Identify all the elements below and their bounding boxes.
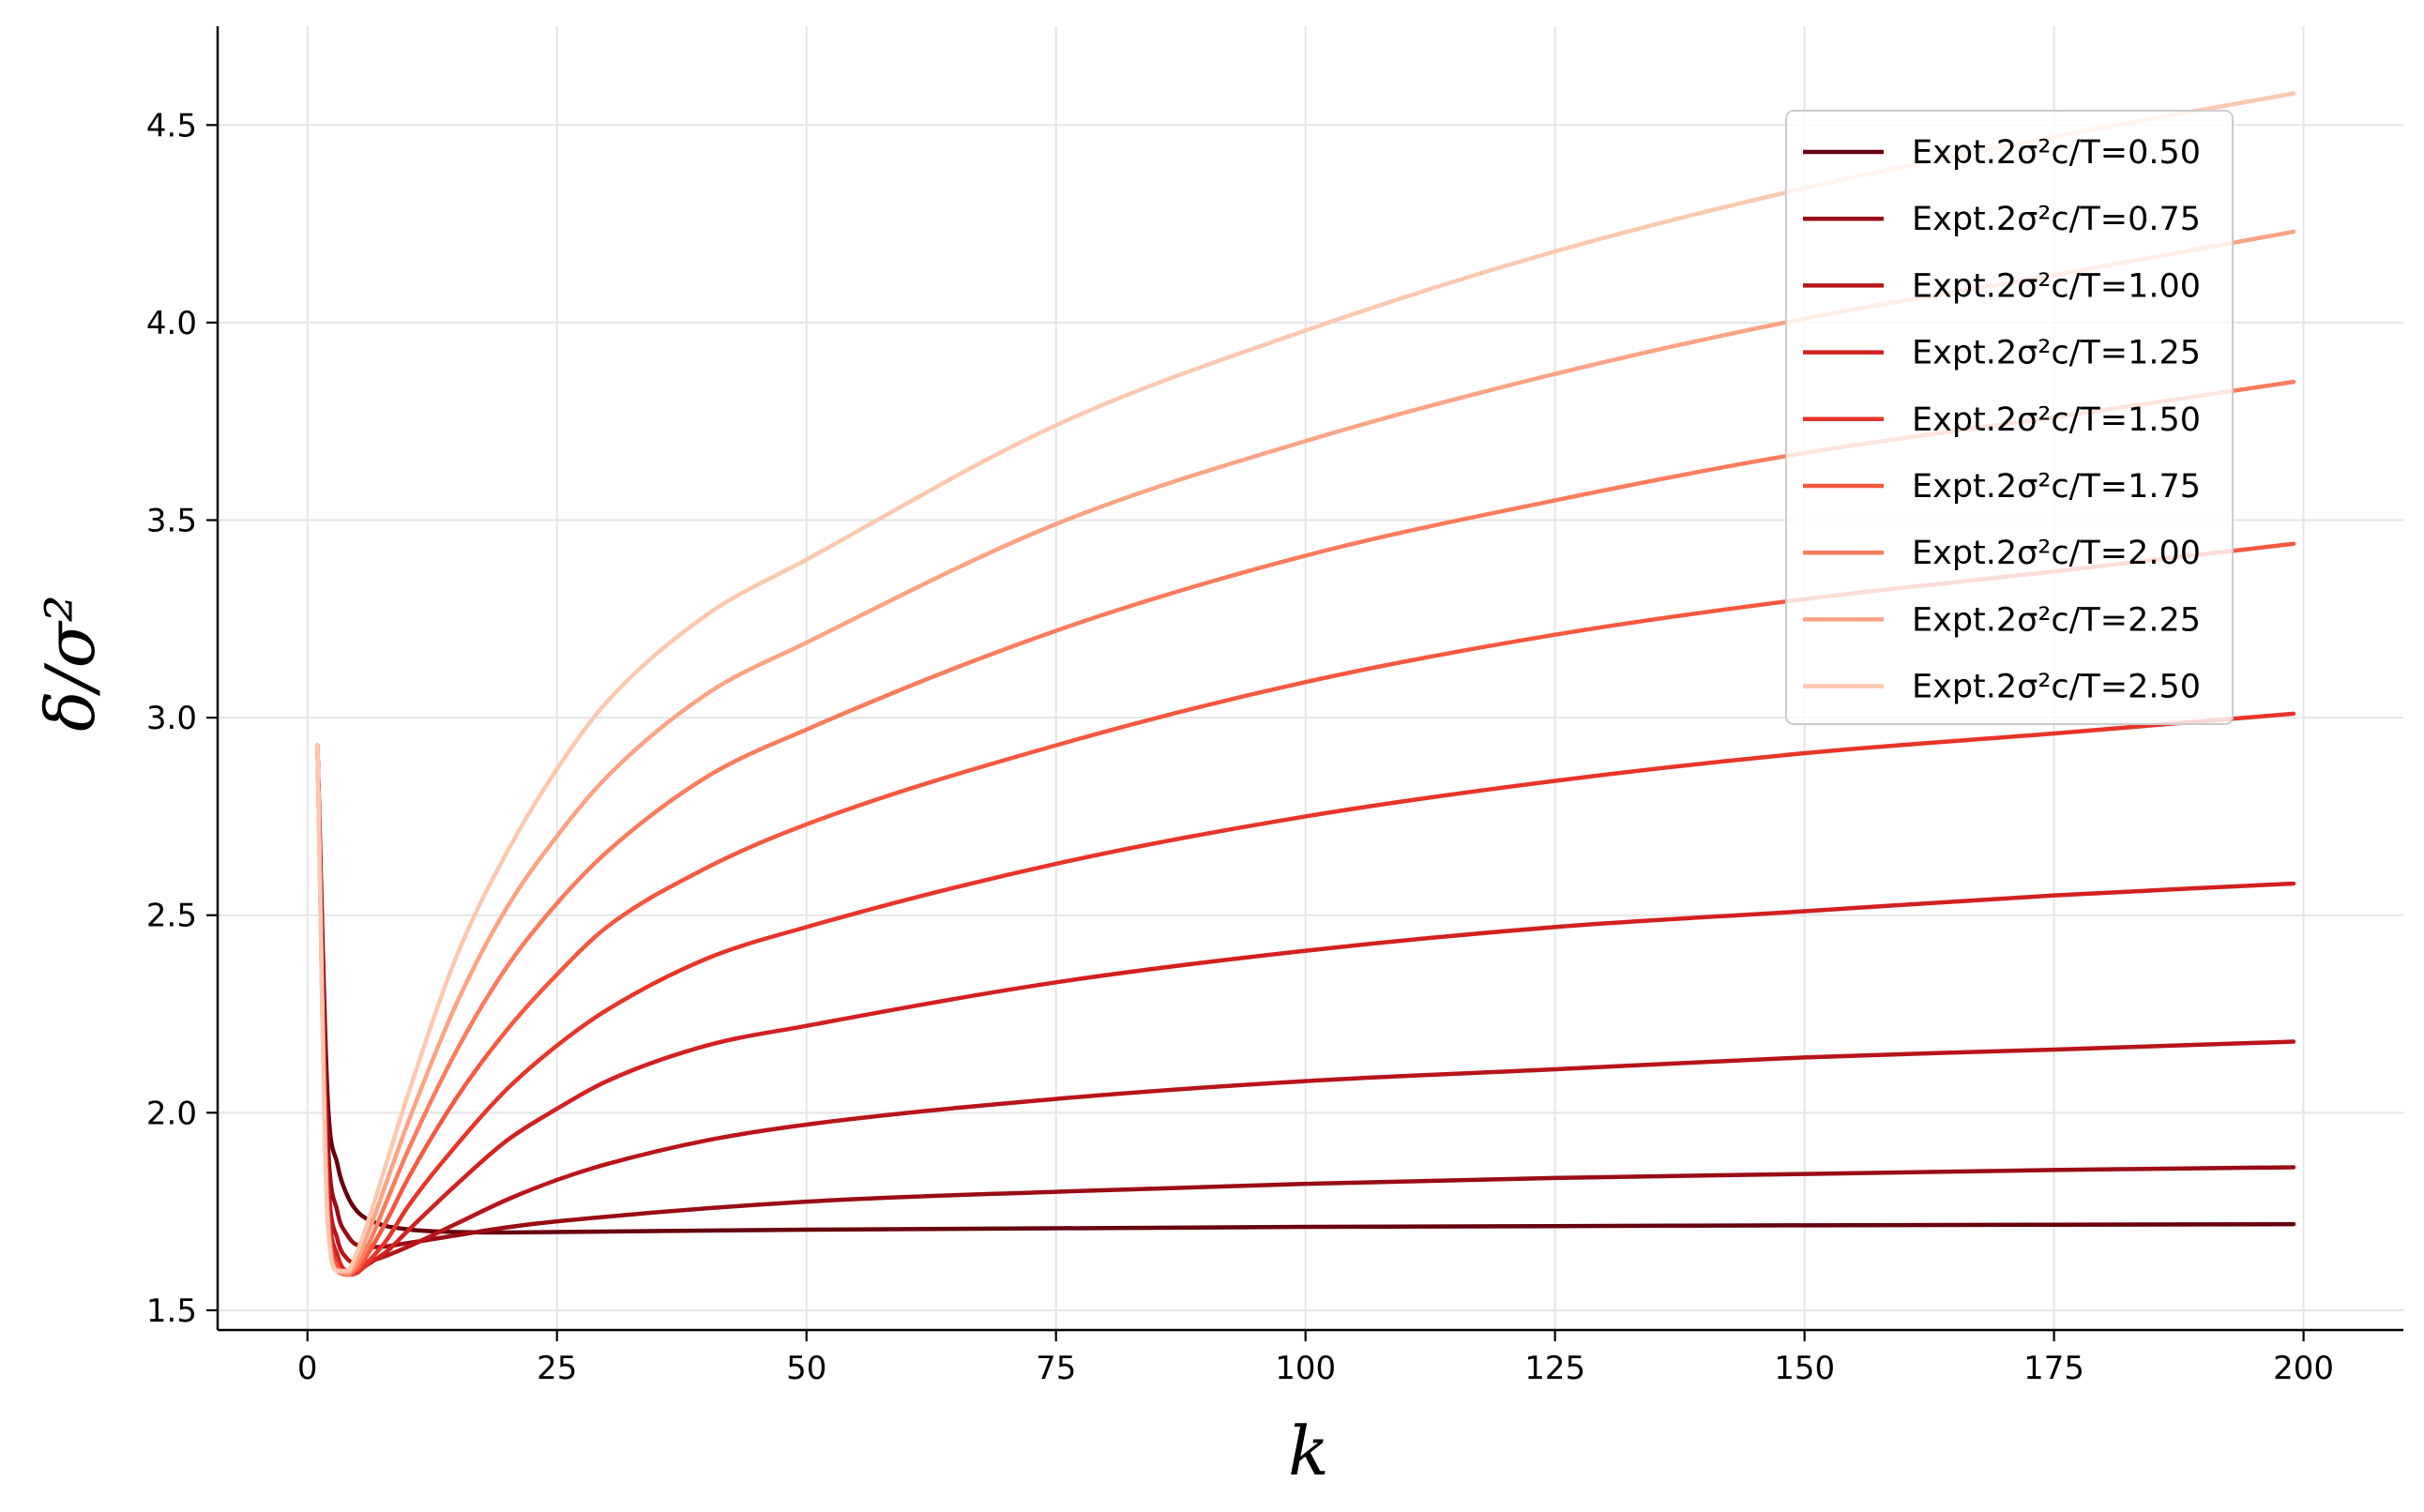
x-tick-label: 25 [537,1350,577,1387]
legend-box [1785,110,2234,725]
legend: Expt.2σ²c/T=0.50 Expt.2σ²c/T=0.75 Expt.2σ²… [1785,110,2234,725]
x-tick-label: 50 [786,1350,826,1387]
y-tick-label: 4.0 [146,305,197,342]
y-tick-label: 1.5 [146,1293,197,1330]
series-line [315,743,2296,1265]
legend-label: Expt.2σ²c/T=0.50 [1912,134,2201,172]
x-tick-label: 100 [1275,1350,1336,1387]
series-line [315,91,2296,1274]
y-tick-label: 4.5 [146,107,197,144]
x-tick-label: 0 [297,1350,318,1387]
y-tick-label: 2.5 [146,898,197,935]
y-axis-label: δ/σ² [31,595,110,732]
x-tick-label: 200 [2273,1350,2334,1387]
legend-label: Expt.2σ²c/T=1.50 [1912,401,2201,439]
legend-label: Expt.2σ²c/T=1.00 [1912,267,2201,305]
legend-label: Expt.2σ²c/T=1.75 [1912,468,2201,506]
x-tick-label: 175 [2023,1350,2084,1387]
legend-label: Expt.2σ²c/T=2.25 [1912,601,2201,639]
y-tick-label: 3.0 [146,700,197,737]
y-tick-label: 3.5 [146,503,197,540]
ticks: 0 25 50 75 100 125 150 175 200 1.5 2.0 2.5 3.0 3.5 4.0… [146,107,2334,1387]
legend-label: Expt.2σ²c/T=0.75 [1912,201,2201,238]
x-tick-label: 150 [1774,1350,1835,1387]
series-line [315,743,2296,1235]
x-tick-label: 75 [1036,1350,1076,1387]
series-group [315,91,2296,1278]
legend-label: Expt.2σ²c/T=1.25 [1912,335,2201,372]
series-line [315,743,2296,1249]
legend-label: Expt.2σ²c/T=2.00 [1912,535,2201,572]
x-tick-label: 125 [1524,1350,1585,1387]
y-tick-label: 2.0 [146,1095,197,1132]
x-axis-label: k [1288,1412,1329,1490]
legend-label: Expt.2σ²c/T=2.50 [1912,669,2201,706]
